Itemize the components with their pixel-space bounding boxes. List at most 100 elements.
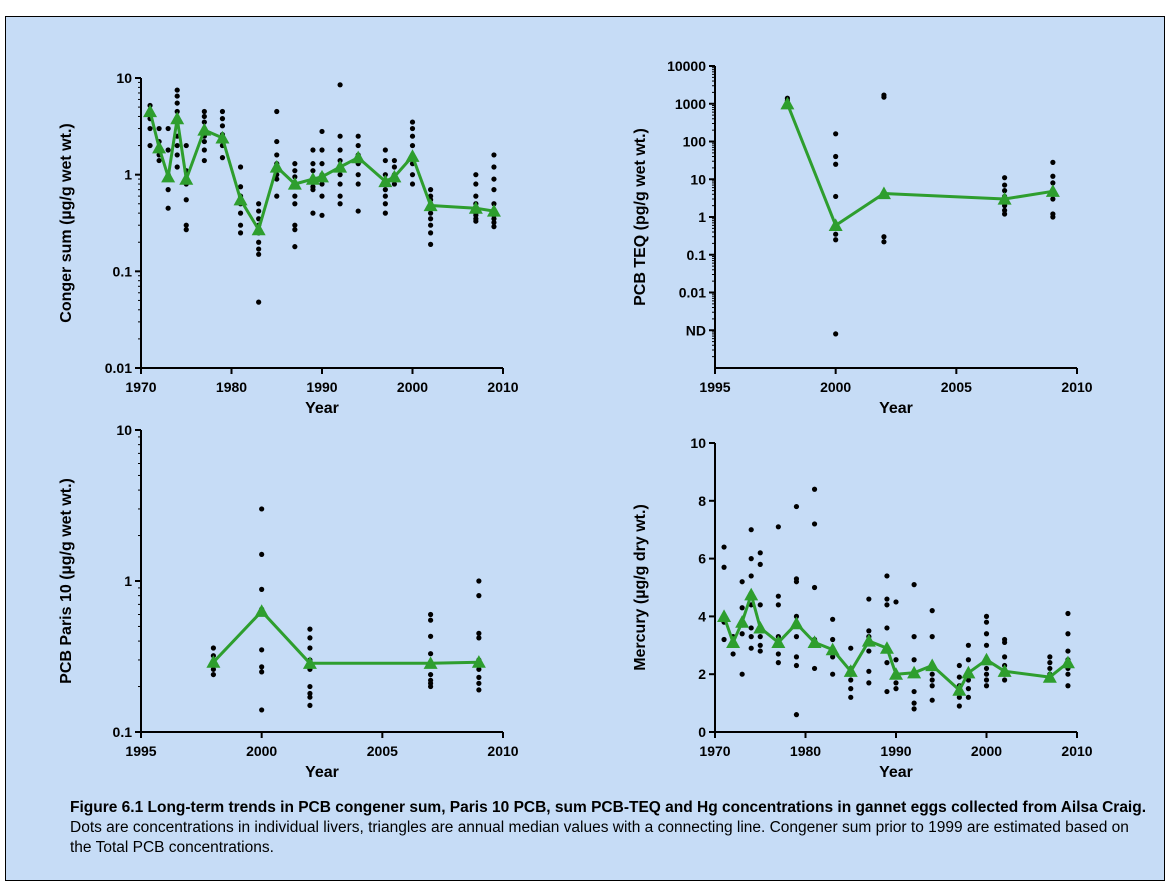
data-point bbox=[956, 674, 962, 680]
data-point bbox=[983, 642, 990, 648]
y-tick-label: 0.01 bbox=[105, 360, 132, 376]
data-point bbox=[259, 586, 265, 592]
data-point bbox=[884, 688, 890, 695]
data-point bbox=[210, 645, 216, 651]
data-point bbox=[319, 193, 325, 199]
data-point bbox=[382, 147, 388, 153]
data-point bbox=[355, 181, 361, 187]
x-tick-label: 1980 bbox=[216, 379, 247, 395]
data-point bbox=[793, 503, 800, 510]
median-marker bbox=[269, 160, 284, 173]
data-point bbox=[793, 654, 800, 660]
median-marker bbox=[876, 186, 891, 200]
data-point bbox=[775, 602, 781, 608]
median-marker bbox=[889, 667, 903, 680]
median-marker bbox=[471, 655, 486, 668]
data-point bbox=[391, 164, 397, 170]
data-point bbox=[473, 193, 479, 199]
median-marker bbox=[1042, 670, 1057, 683]
data-point bbox=[956, 662, 962, 669]
data-point bbox=[491, 224, 497, 230]
data-point bbox=[757, 550, 763, 556]
data-point bbox=[775, 660, 781, 666]
x-tick-label: 1980 bbox=[790, 743, 821, 759]
data-point bbox=[1065, 610, 1071, 617]
x-tick-label: 2010 bbox=[487, 379, 518, 395]
median-marker bbox=[302, 656, 317, 669]
median-marker bbox=[753, 620, 768, 634]
median-marker bbox=[287, 177, 302, 190]
data-point bbox=[210, 666, 216, 672]
data-point bbox=[1050, 173, 1056, 179]
data-point bbox=[382, 187, 388, 193]
data-point bbox=[428, 651, 434, 657]
data-point bbox=[428, 633, 434, 639]
x-axis-title: Year bbox=[879, 764, 913, 781]
data-point bbox=[174, 93, 180, 99]
data-point bbox=[219, 155, 226, 161]
data-point bbox=[965, 686, 972, 692]
data-point bbox=[893, 686, 899, 692]
data-point bbox=[409, 133, 416, 139]
data-point bbox=[866, 680, 872, 686]
data-point bbox=[310, 187, 316, 193]
data-point bbox=[409, 119, 416, 125]
chart-conger-sum: 1970 1980 1990 2000 2010 0.01 0.1 1 10 Year Conger… bbox=[58, 70, 519, 417]
x-tick-label: 1990 bbox=[306, 379, 337, 395]
data-point bbox=[929, 697, 935, 703]
data-point bbox=[884, 625, 890, 631]
data-point bbox=[307, 694, 313, 700]
data-point bbox=[830, 616, 836, 622]
data-point bbox=[848, 645, 854, 651]
data-point bbox=[1002, 677, 1008, 683]
data-point bbox=[147, 125, 153, 132]
data-point bbox=[476, 674, 482, 680]
data-point bbox=[237, 164, 244, 170]
data-point bbox=[884, 660, 890, 666]
data-point bbox=[833, 331, 839, 337]
data-point bbox=[428, 222, 434, 228]
median-marker bbox=[254, 604, 269, 617]
data-point bbox=[355, 208, 361, 214]
data-point bbox=[165, 125, 171, 132]
data-point bbox=[174, 164, 180, 170]
data-point bbox=[256, 201, 262, 207]
data-point bbox=[473, 181, 479, 187]
data-point bbox=[893, 680, 899, 686]
data-point bbox=[201, 119, 207, 125]
data-point bbox=[811, 486, 818, 492]
data-point bbox=[319, 181, 325, 187]
data-point bbox=[491, 219, 497, 226]
data-point bbox=[201, 157, 207, 164]
data-point bbox=[174, 108, 180, 115]
median-marker bbox=[952, 683, 967, 696]
data-point bbox=[739, 671, 745, 677]
data-point bbox=[748, 573, 754, 579]
median-marker bbox=[997, 191, 1012, 205]
data-point bbox=[259, 647, 265, 653]
data-point bbox=[292, 168, 298, 174]
median-marker bbox=[351, 150, 366, 164]
data-point bbox=[793, 662, 800, 669]
median-marker bbox=[423, 198, 438, 212]
data-point bbox=[476, 630, 482, 636]
x-tick-label: 1990 bbox=[880, 743, 911, 759]
data-point bbox=[866, 668, 872, 674]
x-tick-label: 2005 bbox=[367, 743, 398, 759]
data-point bbox=[337, 201, 343, 207]
y-tick-label: 10 bbox=[690, 171, 706, 187]
data-point bbox=[830, 671, 836, 677]
data-point bbox=[848, 677, 854, 683]
median-marker bbox=[997, 664, 1012, 677]
data-point bbox=[292, 174, 298, 180]
data-point bbox=[147, 142, 153, 149]
x-tick-label: 2000 bbox=[246, 743, 277, 759]
data-point bbox=[409, 142, 416, 149]
data-point bbox=[881, 234, 887, 240]
data-point bbox=[911, 700, 917, 706]
data-point bbox=[307, 626, 313, 632]
data-point bbox=[307, 702, 313, 709]
data-point bbox=[1050, 159, 1056, 165]
median-marker bbox=[468, 201, 483, 214]
